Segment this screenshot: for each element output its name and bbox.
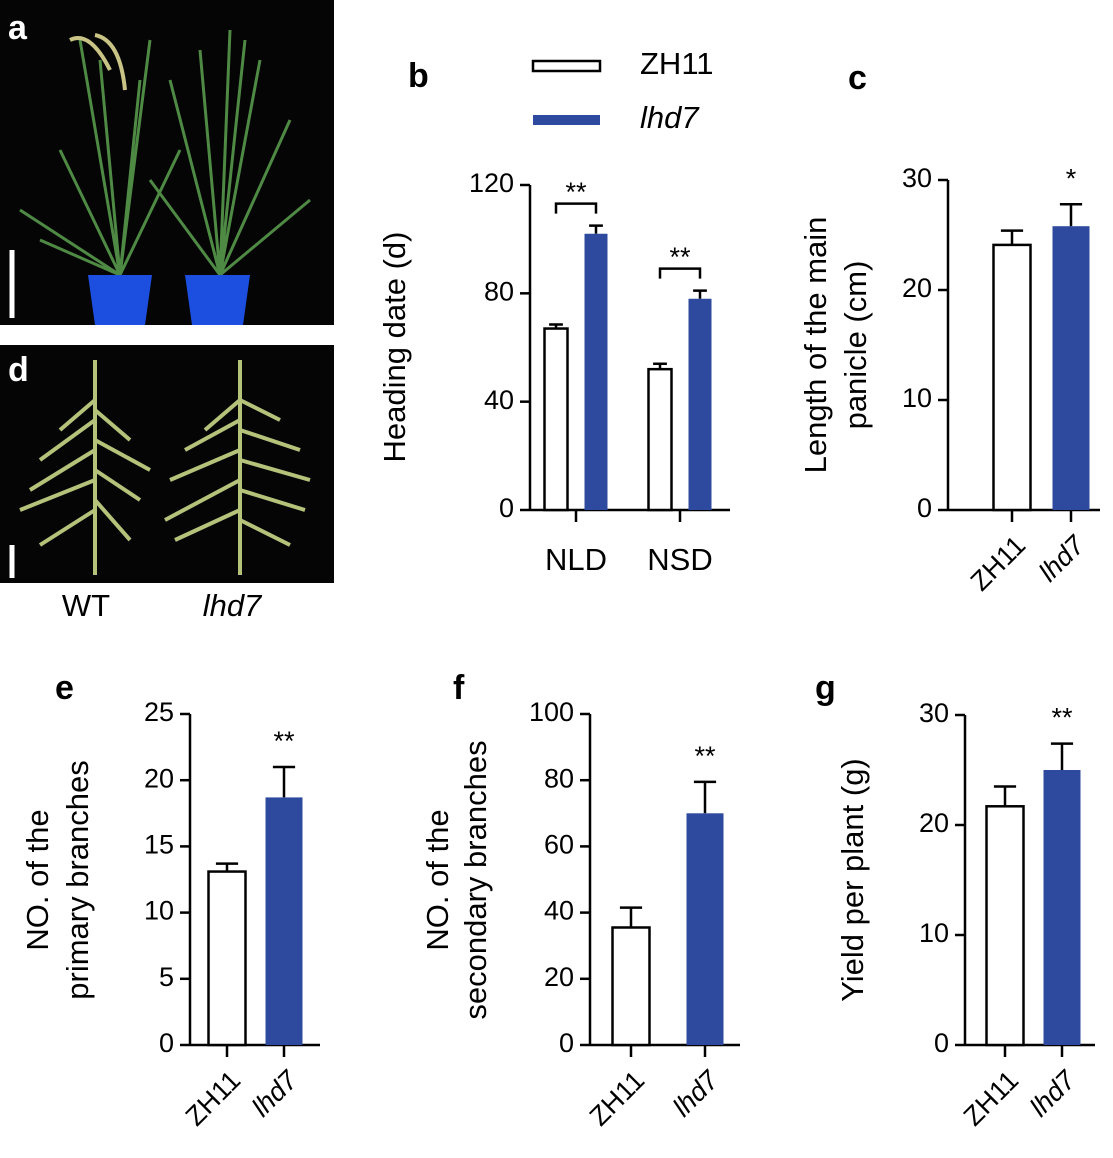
y-tick-label: 10 <box>902 383 932 413</box>
y-axis-label: NO. of the <box>420 809 455 950</box>
y-tick-label: 20 <box>144 763 174 793</box>
photo-caption: WT <box>62 588 110 623</box>
y-tick-label: 0 <box>934 1028 949 1058</box>
error-bar <box>1059 202 1083 227</box>
legend-label: ZH11 <box>640 46 714 81</box>
panel-label: a <box>8 9 28 47</box>
legend-swatch <box>531 59 602 73</box>
y-axis-label: Length of the main <box>798 217 833 474</box>
x-tick-label: ZH11 <box>958 1065 1024 1131</box>
y-tick-label: 80 <box>484 276 514 306</box>
y-tick-label: 0 <box>499 493 514 523</box>
bar <box>985 805 1025 1047</box>
significance-label: ** <box>1051 703 1073 733</box>
x-tick-label: NSD <box>647 542 712 577</box>
photo-caption: lhd7 <box>203 588 263 623</box>
y-tick-label: 5 <box>159 962 174 992</box>
y-tick-label: 0 <box>917 493 932 523</box>
y-tick-label: 80 <box>544 763 574 793</box>
panel-label: b <box>408 57 429 95</box>
x-tick-label: lhd7 <box>1024 1064 1082 1122</box>
y-axis-label: Yield per plant (g) <box>835 758 870 1002</box>
bar <box>611 926 651 1047</box>
panel-label: g <box>815 669 836 707</box>
y-tick-label: 20 <box>902 273 932 303</box>
error-bar <box>993 785 1017 807</box>
significance-label: ** <box>565 177 587 207</box>
panel-label: f <box>453 669 465 707</box>
y-tick-label: 15 <box>144 830 174 860</box>
y-tick-label: 25 <box>144 697 174 727</box>
bar <box>584 233 608 510</box>
panel-label: e <box>55 669 74 707</box>
y-axis-label: panicle (cm) <box>838 261 873 430</box>
y-tick-label: 40 <box>484 385 514 415</box>
significance-bracket <box>554 202 598 214</box>
x-tick-label: ZH11 <box>584 1065 650 1131</box>
panel-label: c <box>848 59 867 97</box>
y-axis-label: Heading date (d) <box>377 232 412 463</box>
significance-label: ** <box>669 242 691 272</box>
error-bar <box>272 765 296 798</box>
bar <box>543 327 569 512</box>
legend-label: lhd7 <box>640 100 700 135</box>
y-tick-label: 30 <box>919 698 949 728</box>
y-tick-label: 30 <box>902 163 932 193</box>
error-bar <box>1050 742 1074 770</box>
y-tick-label: 120 <box>469 168 514 198</box>
x-tick-label: lhd7 <box>1033 529 1091 587</box>
error-bar <box>693 780 717 814</box>
bar <box>207 870 247 1047</box>
panel-label: d <box>8 351 29 389</box>
significance-label: ** <box>694 741 716 771</box>
bar <box>647 367 673 512</box>
y-tick-label: 20 <box>919 808 949 838</box>
error-bar <box>589 224 603 234</box>
y-axis-label: secondary branches <box>458 740 493 1019</box>
error-bar <box>215 862 239 872</box>
x-tick-label: ZH11 <box>180 1065 246 1131</box>
y-tick-label: 10 <box>919 918 949 948</box>
bar <box>686 813 724 1045</box>
y-tick-label: 0 <box>559 1028 574 1058</box>
error-bar <box>1000 229 1024 245</box>
bar <box>688 298 712 510</box>
photo-a: a <box>0 0 334 325</box>
x-tick-label: lhd7 <box>667 1064 725 1122</box>
y-tick-label: 100 <box>529 697 574 727</box>
bar <box>265 797 303 1045</box>
y-tick-label: 60 <box>544 830 574 860</box>
x-tick-label: lhd7 <box>246 1064 304 1122</box>
y-tick-label: 10 <box>144 896 174 926</box>
significance-label: * <box>1066 163 1077 193</box>
error-bar <box>619 906 643 928</box>
y-tick-label: 0 <box>159 1028 174 1058</box>
bar <box>992 243 1032 512</box>
significance-bracket <box>658 267 702 279</box>
y-axis-label: NO. of the <box>20 809 55 950</box>
error-bar <box>693 289 707 299</box>
bar <box>1043 770 1081 1045</box>
photo-d: d <box>0 345 334 583</box>
y-axis-label: primary branches <box>60 760 95 999</box>
y-tick-label: 20 <box>544 962 574 992</box>
x-tick-label: ZH11 <box>965 530 1031 596</box>
x-tick-label: NLD <box>545 542 607 577</box>
significance-label: ** <box>273 726 295 756</box>
legend-swatch <box>533 115 600 125</box>
y-tick-label: 40 <box>544 896 574 926</box>
bar <box>1052 226 1090 510</box>
